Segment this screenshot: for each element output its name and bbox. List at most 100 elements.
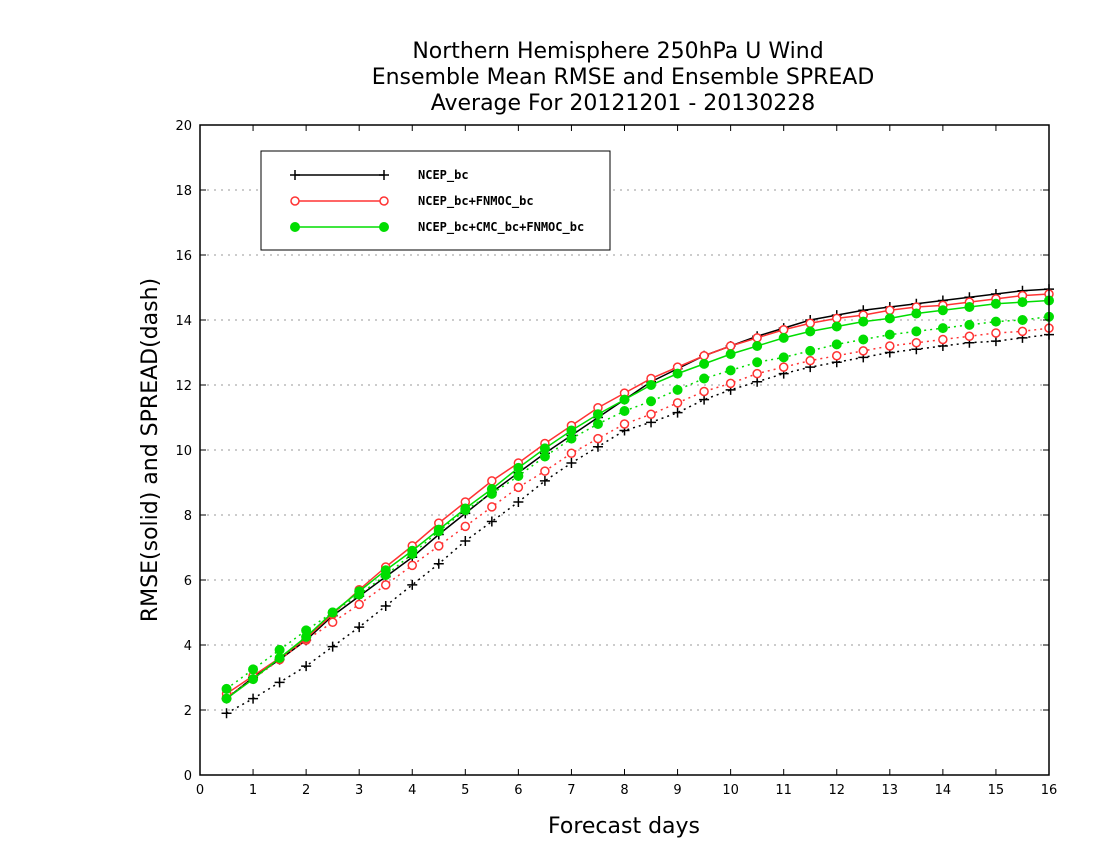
x-tick-label: 7	[567, 783, 575, 798]
rmse-point	[539, 443, 550, 454]
spread-point	[539, 475, 550, 486]
legend-item-ncep-bc: NCEP_bc	[290, 168, 469, 183]
rmse-point	[274, 653, 285, 663]
x-tick-label: 5	[461, 783, 469, 798]
spread-point	[911, 326, 922, 337]
rmse-point	[566, 425, 577, 436]
legend-item-ncep-bc-cmc-bc-fnmoc-bc: NCEP_bc+CMC_bc+FNMOC_bc	[290, 220, 584, 235]
rmse-point	[672, 368, 683, 379]
spread-point	[274, 677, 285, 688]
spread-point	[248, 693, 259, 704]
x-tick-label: 2	[302, 783, 310, 798]
rmse-point	[964, 302, 975, 312]
spread-point	[592, 441, 603, 452]
spread-point	[513, 497, 524, 507]
rmse-point	[832, 313, 842, 324]
y-axis-label: RMSE(solid) and SPREAD(dash)	[138, 278, 163, 622]
spread-point	[938, 334, 948, 345]
spread-point	[646, 417, 657, 428]
rmse-point	[327, 607, 338, 618]
rmse-point	[646, 380, 657, 390]
legend-label: NCEP_bc	[418, 168, 469, 183]
spread-point	[354, 599, 364, 610]
spread-point	[858, 346, 869, 356]
spread-point	[672, 398, 683, 408]
spread-point	[433, 558, 444, 569]
spread-point	[380, 580, 391, 590]
spread-point	[858, 334, 869, 345]
spread-point	[725, 378, 736, 389]
spread-point	[990, 336, 1001, 347]
spread-point	[699, 386, 709, 397]
spread-point	[592, 419, 603, 429]
legend-marker	[290, 170, 300, 180]
spread-point	[699, 373, 710, 384]
x-tick-label: 1	[249, 783, 257, 798]
spread-line-ncep-bc-cmc-bc-fnmoc-bc	[226, 316, 1050, 690]
rmse-point	[725, 341, 736, 351]
spread-point	[672, 407, 683, 418]
spread-point	[885, 341, 895, 351]
rmse-point	[301, 631, 312, 642]
rmse-line-ncep-bc	[226, 288, 1050, 700]
spread-point	[964, 319, 975, 330]
spread-point	[991, 328, 1001, 338]
spread-point	[221, 708, 232, 719]
x-tick-label: 8	[620, 783, 628, 798]
rmse-point	[699, 358, 710, 369]
spread-point	[725, 365, 736, 376]
rmse-line-ncep-bc-fnmoc-bc	[226, 293, 1050, 695]
legend-label: NCEP_bc+CMC_bc+FNMOC_bc	[418, 220, 584, 235]
rmse-point	[1017, 297, 1028, 308]
legend-label: NCEP_bc+FNMOC_bc	[418, 194, 534, 209]
rmse-point	[460, 503, 471, 514]
y-tick-label: 14	[175, 314, 192, 329]
y-tick-label: 12	[175, 379, 192, 394]
x-tick-label: 4	[408, 783, 416, 798]
spread-point	[407, 560, 417, 571]
spread-point	[566, 458, 577, 468]
rmse-point	[831, 321, 842, 332]
chart-title-line-1: Northern Hemisphere 250hPa U Wind	[412, 39, 823, 64]
spread-point	[619, 406, 630, 416]
x-tick-label: 0	[196, 783, 204, 798]
spread-point	[1017, 326, 1028, 337]
spread-point	[778, 352, 789, 363]
x-tick-label: 11	[775, 783, 792, 798]
rmse-point	[592, 409, 603, 420]
legend: NCEP_bc NCEP_bc+FNMOC_bc NCEP_bc+CMC_bc+FN…	[260, 150, 611, 251]
spread-point	[327, 641, 338, 652]
spread-point	[832, 351, 842, 361]
x-tick-label: 6	[514, 783, 522, 798]
x-tick-label: 12	[828, 783, 845, 798]
spread-point	[460, 536, 471, 546]
series-ncep-bc-cmc-bc-fnmoc-bc	[221, 295, 1054, 704]
spread-point	[831, 339, 842, 350]
spread-point	[1017, 315, 1028, 325]
x-tick-label: 13	[882, 783, 899, 798]
spread-point	[619, 419, 630, 429]
x-tick-label: 3	[355, 783, 363, 798]
y-tick-label: 10	[175, 444, 192, 459]
spread-point	[990, 316, 1001, 327]
spread-point	[380, 601, 391, 611]
rmse-point	[858, 316, 869, 327]
x-tick-label: 10	[722, 783, 739, 798]
spread-point	[487, 502, 497, 512]
rmse-point	[380, 565, 391, 576]
rmse-point	[513, 462, 524, 473]
rmse-point	[354, 586, 365, 597]
legend-marker	[379, 222, 389, 232]
rmse-point	[699, 351, 709, 361]
spread-point	[672, 384, 683, 395]
x-tick-label: 9	[673, 783, 681, 798]
rmse-point	[407, 545, 418, 556]
y-tick-label: 18	[175, 184, 192, 199]
spread-point	[805, 355, 815, 366]
spread-point	[248, 664, 259, 675]
spread-point	[805, 345, 816, 356]
y-tick-label: 0	[184, 769, 192, 784]
spread-point	[646, 396, 657, 407]
